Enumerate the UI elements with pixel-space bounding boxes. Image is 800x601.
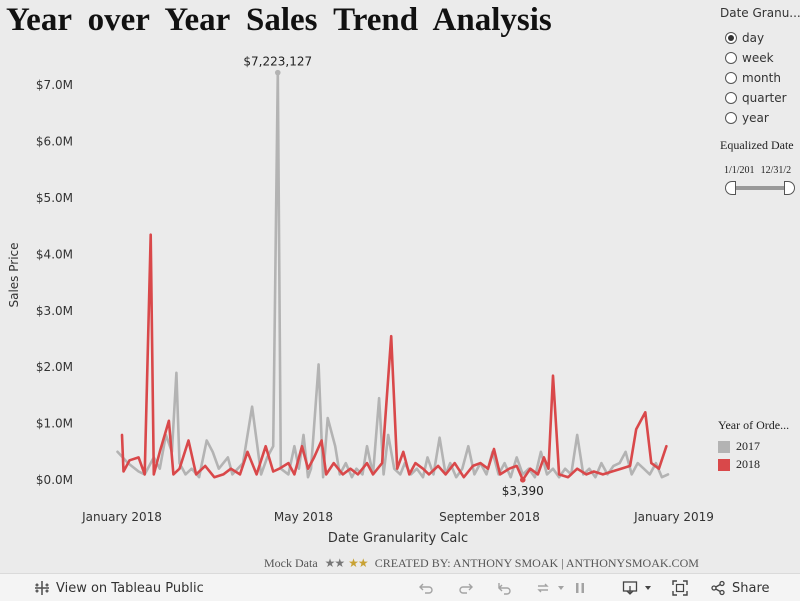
legend-item-2018[interactable]: 2018: [718, 457, 800, 472]
y-tick-label: $4.0M: [36, 247, 73, 261]
legend-label: 2017: [736, 439, 760, 453]
legend-label: 2018: [736, 457, 760, 471]
y-tick-label: $3.0M: [36, 304, 73, 318]
undo-icon: [419, 583, 433, 594]
redo-button[interactable]: [458, 579, 474, 597]
tableau-logo-icon: [35, 581, 49, 595]
granularity-option-quarter[interactable]: quarter: [720, 88, 800, 108]
granularity-option-label: quarter: [742, 91, 787, 105]
granularity-option-day[interactable]: day: [720, 28, 800, 48]
series-lines[interactable]: [116, 71, 670, 482]
y-axis-ticks: $0.0M $1.0M $2.0M $3.0M $4.0M $5.0M $6.0M $7.0M: [36, 78, 73, 487]
chevron-down-icon: [558, 586, 564, 590]
date-range-values: 1/1/201 12/31/2: [724, 165, 800, 176]
series-line-2017[interactable]: [116, 71, 670, 479]
mock-data-label: Mock Data: [264, 556, 318, 570]
radio-button-icon[interactable]: [725, 92, 737, 104]
date-range-slider[interactable]: [720, 181, 800, 195]
range-end-value: 12/31/2: [760, 165, 792, 176]
range-start-value: 1/1/201: [724, 165, 755, 176]
undo-button[interactable]: [418, 579, 434, 597]
granularity-option-week[interactable]: week: [720, 48, 800, 68]
granularity-option-label: day: [742, 31, 765, 45]
dashboard-title: Year over Year Sales Trend Analysis: [6, 2, 552, 38]
tableau-toolbar: View on Tableau Public Share: [0, 573, 800, 601]
download-icon: [622, 581, 638, 595]
y-tick-label: $5.0M: [36, 191, 73, 205]
revert-icon: [498, 583, 511, 595]
chevron-down-icon: [645, 586, 651, 590]
view-on-tableau-label: View on Tableau Public: [56, 580, 204, 596]
equalized-date-title: Equalized Date: [720, 138, 794, 152]
sales-line-chart[interactable]: Sales Price Date Granularity Calc $0.0M$…: [0, 0, 715, 555]
slider-track: [730, 186, 792, 190]
radio-button-icon[interactable]: [725, 72, 737, 84]
date-granularity-title: Date Granu...: [720, 6, 800, 20]
x-tick-label: September 2018: [439, 510, 540, 524]
annotation-point: [274, 69, 281, 76]
radio-button-icon[interactable]: [725, 32, 737, 44]
granularity-option-label: month: [742, 71, 781, 85]
color-legend: Year of Orde... 2017 2018: [718, 418, 800, 472]
y-tick-label: $1.0M: [36, 417, 73, 431]
radio-button-icon[interactable]: [725, 112, 737, 124]
x-tick-label: January 2019: [633, 510, 714, 524]
refresh-icon: [537, 583, 549, 593]
refresh-button[interactable]: [535, 579, 565, 597]
annotation-point: [519, 477, 526, 483]
legend-items: 2017 2018: [718, 439, 800, 472]
granularity-option-month[interactable]: month: [720, 68, 800, 88]
share-button[interactable]: Share: [710, 579, 770, 597]
granularity-option-label: week: [742, 51, 774, 65]
y-tick-label: $2.0M: [36, 360, 73, 374]
share-icon: [711, 580, 725, 596]
slider-start-handle[interactable]: [725, 181, 736, 195]
x-tick-label: May 2018: [274, 510, 333, 524]
date-granularity-parameter: Date Granu... day week month quarter year: [720, 6, 800, 128]
y-tick-label: $6.0M: [36, 135, 73, 149]
annotation-label: $7,223,127: [243, 55, 312, 69]
granularity-option-year[interactable]: year: [720, 108, 800, 128]
granularity-option-label: year: [742, 111, 769, 125]
y-tick-label: $0.0M: [36, 473, 73, 487]
download-button[interactable]: [622, 579, 652, 597]
fullscreen-button[interactable]: [672, 579, 688, 597]
y-axis-label: Sales Price: [7, 242, 21, 307]
legend-item-2017[interactable]: 2017: [718, 439, 800, 454]
y-tick-label: $7.0M: [36, 78, 73, 92]
revert-button[interactable]: [497, 579, 513, 597]
rating-stars-icon: ★★ ★★: [324, 556, 369, 570]
pause-icon: [576, 583, 584, 593]
annotation-label: $3,390: [502, 484, 544, 498]
x-axis-label: Date Granularity Calc: [328, 531, 468, 546]
fullscreen-icon: [672, 580, 688, 596]
radio-button-icon[interactable]: [725, 52, 737, 64]
redo-icon: [459, 583, 473, 594]
x-tick-label: January 2018: [81, 510, 162, 524]
equalized-date-filter: Equalized Date 1/1/201 12/31/2: [720, 138, 800, 195]
legend-swatch: [718, 458, 730, 471]
view-on-tableau-public-button[interactable]: View on Tableau Public: [34, 579, 204, 597]
pause-button[interactable]: [572, 579, 588, 597]
legend-swatch: [718, 440, 730, 453]
slider-end-handle[interactable]: [784, 181, 795, 195]
chart-annotations: $7,223,127 $3,390: [243, 55, 543, 498]
created-by-label[interactable]: CREATED BY: ANTHONY SMOAK | ANTHONYSMOAK…: [374, 556, 699, 570]
x-axis-ticks: January 2018 May 2018 September 2018 Januar…: [81, 510, 714, 524]
credits-footer: Mock Data ★★ ★★ CREATED BY: ANTHONY SMOAK…: [264, 556, 703, 571]
series-line-2018[interactable]: [120, 233, 668, 482]
legend-title: Year of Orde...: [718, 418, 790, 432]
date-granularity-options: day week month quarter year: [720, 28, 800, 128]
share-label: Share: [732, 580, 770, 596]
